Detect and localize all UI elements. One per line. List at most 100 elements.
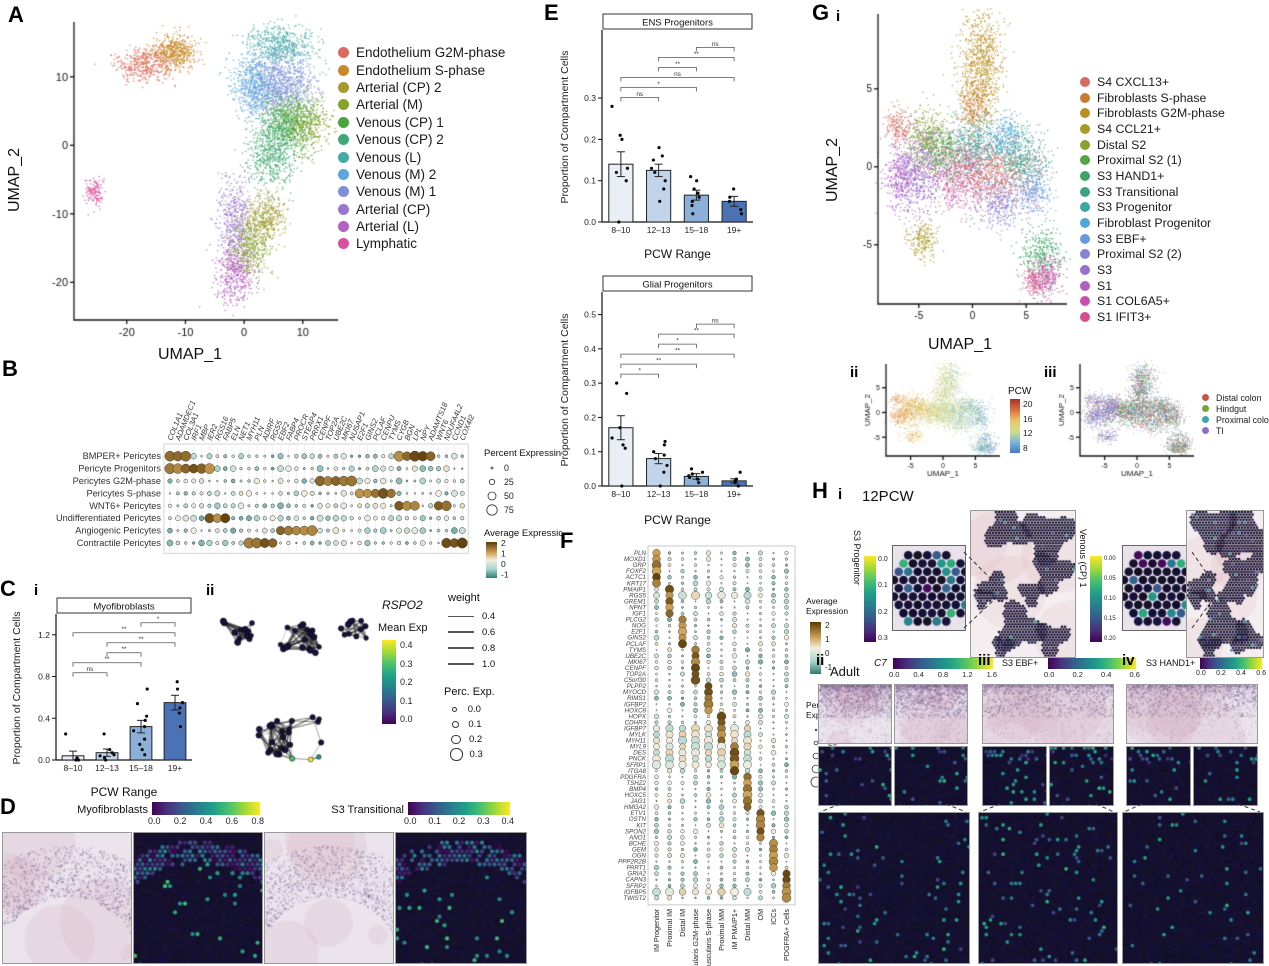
legend-label: Arterial (M): [356, 97, 423, 113]
svg-text:TOP2A: TOP2A: [626, 671, 646, 678]
adult-histology-4: [1126, 684, 1258, 744]
panel-a-ylabel: UMAP_2: [6, 147, 23, 213]
svg-text:0.3: 0.3: [584, 93, 596, 103]
svg-text:8–10: 8–10: [611, 225, 630, 235]
legend-item: Venous (M) 1: [338, 183, 505, 200]
legend-item: Venous (L): [338, 148, 505, 165]
svg-text:Proportion of Compartment Cell: Proportion of Compartment Cells: [559, 51, 571, 204]
cbar-tick: 0.3: [477, 816, 490, 826]
svg-text:8–10: 8–10: [64, 763, 83, 773]
cbar-tick: 0.4: [1101, 670, 1112, 679]
cbar-tick: 0.8: [937, 670, 949, 679]
cbar-tick: 0.2: [1216, 670, 1226, 677]
perc-exp-value: 0.1: [468, 719, 482, 730]
svg-text:ICCs: ICCs: [769, 909, 778, 925]
legend-swatch: [338, 238, 349, 250]
legend-item: Arterial (CP): [338, 201, 505, 218]
legend-swatch: [338, 203, 349, 215]
legend-swatch: [1080, 92, 1090, 103]
adult-spot-ebf-1: [982, 746, 1047, 806]
legend-item: Endothelium S-phase: [338, 61, 505, 78]
svg-text:PLPP2: PLPP2: [627, 683, 647, 690]
svg-text:TYMS: TYMS: [629, 647, 647, 654]
myofibroblasts-colorbar-ticks: 0.0 0.2 0.4 0.6 0.8: [148, 816, 264, 826]
svg-text:NPNT: NPNT: [629, 604, 647, 611]
legend-item: Fibroblasts S-phase: [1080, 90, 1225, 106]
svg-text:PNCK: PNCK: [629, 756, 647, 763]
panel-c-sub-ii: ii: [206, 582, 215, 599]
colorbar-label-s3-transitional: S3 Transitional: [331, 804, 404, 816]
svg-text:12–13: 12–13: [647, 225, 671, 235]
svg-text:MYLK: MYLK: [629, 732, 647, 739]
legend-swatch: [338, 221, 349, 233]
cbar-tick: 0.4: [1236, 670, 1246, 677]
svg-text:1: 1: [501, 549, 506, 559]
svg-text:0.5: 0.5: [584, 310, 596, 320]
adult-spot-ebf-2: [1049, 746, 1114, 806]
svg-text:PLN: PLN: [634, 550, 647, 557]
cbar-tick: 8: [1023, 442, 1028, 453]
legend-swatch: [1080, 296, 1090, 307]
svg-text:NOG: NOG: [632, 623, 646, 630]
cbar-tick: 0.20: [1104, 636, 1116, 642]
cbar-tick: 0.6: [1256, 670, 1266, 677]
panel-g-sub-ii: ii: [850, 364, 859, 381]
weight-legend-row: 1.0: [448, 656, 495, 672]
legend-item: Proximal colon: [1202, 414, 1269, 425]
cbar-tick: 0.15: [1104, 616, 1116, 622]
legend-swatch: [1202, 394, 1209, 401]
svg-text:0: 0: [504, 463, 509, 473]
svg-text:0.2: 0.2: [584, 134, 596, 144]
cbar-tick: 0.2: [400, 677, 413, 687]
svg-text:HMGA2: HMGA2: [624, 804, 647, 811]
perc-exp-legend: 0.0 0.1 0.2 0.3: [448, 702, 483, 762]
cbar-tick: 0.00: [1104, 556, 1116, 562]
s3-ebf-colorbar: [1048, 658, 1136, 669]
svg-text:Expression: Expression: [806, 606, 848, 616]
cbar-tick: 0.4: [400, 640, 413, 650]
svg-text:0: 0: [825, 649, 830, 658]
legend-label: S3 Progenitor: [1097, 200, 1173, 215]
legend-swatch: [338, 81, 349, 93]
svg-text:**: **: [675, 61, 681, 68]
weight-legend-title: weight: [448, 592, 480, 604]
legend-swatch: [338, 116, 349, 128]
umap-fibroblast-scatter: [846, 8, 1071, 338]
pcw-colorbar: [1010, 399, 1020, 453]
legend-item: TI: [1202, 425, 1269, 436]
ens-progenitors-barchart: ENS Progenitors 0.0 0.1 0.2 0.3 8–10 12–13 15–1…: [559, 13, 753, 261]
svg-text:12–13: 12–13: [647, 489, 671, 499]
weight-value: 1.0: [482, 658, 496, 670]
panel-h-sub-iv: iv: [1122, 652, 1135, 669]
svg-text:PMAIP1: PMAIP1: [623, 586, 646, 593]
svg-text:75: 75: [504, 505, 514, 515]
svg-text:*: *: [676, 338, 679, 345]
legend-label: Fibroblasts G2M-phase: [1097, 106, 1225, 121]
legend-label: Venous (CP) 2: [356, 132, 444, 148]
legend-label: S4 CXCL13+: [1097, 74, 1170, 89]
weight-line-sample: [448, 662, 474, 666]
legend-item: S4 CXCL13+: [1080, 74, 1225, 90]
adult-spot-c7-zoom: [818, 812, 970, 964]
legend-swatch: [1080, 139, 1090, 150]
adult-histology-2: [894, 684, 968, 744]
svg-text:Pericytes G2M-phase: Pericytes G2M-phase: [73, 476, 161, 486]
svg-text:ACTC1: ACTC1: [625, 574, 646, 581]
svg-text:**: **: [694, 51, 700, 58]
svg-text:**: **: [121, 646, 127, 653]
legend-label: S1: [1097, 278, 1113, 293]
svg-text:RIMS1: RIMS1: [627, 695, 646, 702]
svg-text:PCW Range: PCW Range: [644, 513, 711, 527]
svg-text:15–18: 15–18: [685, 489, 709, 499]
legend-label: S1 COL6A5+: [1097, 294, 1170, 309]
s3-transitional-colorbar: [408, 802, 510, 815]
rspo2-network-graph: [208, 596, 376, 796]
legend-swatch: [1080, 108, 1090, 119]
svg-text:-1: -1: [501, 570, 509, 580]
glial-progenitors-barchart: Glial Progenitors 0.0 0.1 0.2 0.3 0.4 0.5 8–10 1…: [559, 275, 753, 527]
svg-text:OM: OM: [756, 909, 765, 921]
legend-label: Lymphatic: [356, 236, 418, 252]
svg-text:Angiogenic Pericytes: Angiogenic Pericytes: [75, 526, 161, 536]
spot-map-s3-transitional: [395, 832, 527, 964]
svg-text:GREM1: GREM1: [624, 598, 646, 605]
